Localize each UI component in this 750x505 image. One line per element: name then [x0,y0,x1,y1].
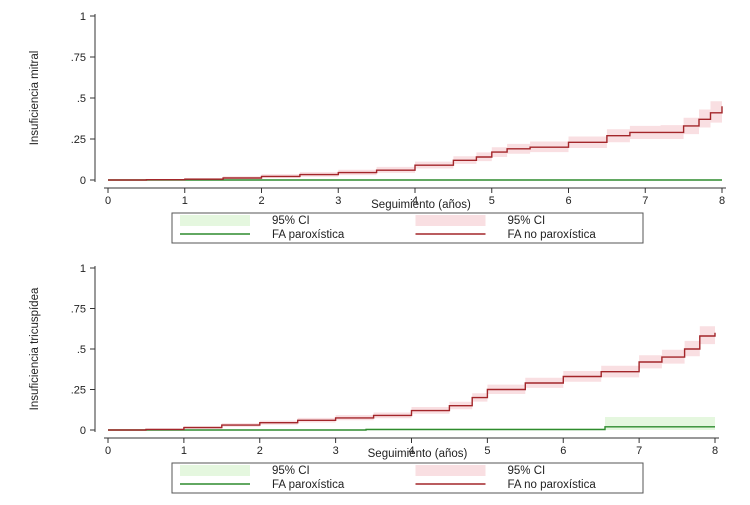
y-tick-label: 0 [80,425,86,437]
legend-label: 95% CI [272,465,310,477]
chart-panel-1: 0 .25 .5 .75 1 0 1 2 3 4 5 6 7 8 Seguimiento (años) Ins… [29,11,726,244]
legend-swatch-band [180,465,250,476]
x-axis-title: Seguimiento (años) [368,448,468,460]
x-tick-label: 1 [182,195,188,207]
x-tick-label: 8 [712,445,718,457]
legend: 95% CI 95% CI FA paroxística FA no paroxíst… [171,462,644,494]
x-axis-title: Seguimiento (años) [371,199,471,211]
legend-box [171,462,644,494]
x-tick-label: 0 [105,195,111,207]
x-tick-label: 2 [257,445,263,457]
x-tick-label: 6 [560,445,566,457]
x-tick-label: 0 [105,445,111,457]
x-tick-label: 7 [642,195,648,207]
x-tick-label: 3 [335,195,341,207]
legend-label: 95% CI [508,215,546,227]
x-tick-label: 5 [484,445,490,457]
y-axis-title: Insuficiencia tricuspídea [29,287,41,410]
ci-band-fa-no-paroxistica [108,93,722,180]
x-tick-label: 6 [565,195,571,207]
legend-label: FA paroxística [272,229,345,241]
ci-band-fa-paroxistica [108,417,715,430]
legend-label: 95% CI [508,465,546,477]
x-tick-label: 4 [412,195,418,207]
y-tick-label: 1 [80,11,86,23]
x-tick-label: 2 [258,195,264,207]
y-tick-label: .5 [77,344,86,356]
chart-panel-2: 0 .25 .5 .75 1 0 1 2 3 4 5 6 7 8 Seguimiento (años) Ins… [29,263,719,494]
x-tick-label: 5 [489,195,495,207]
legend-box [171,212,644,244]
legend-label: 95% CI [272,215,310,227]
x-tick-label: 3 [333,445,339,457]
y-tick-label: .5 [77,93,86,105]
legend: 95% CI 95% CI FA paroxística FA no paroxíst… [171,212,644,244]
legend-swatch-band [415,465,486,476]
legend-swatch-band [415,215,486,226]
x-tick-label: 8 [719,195,725,207]
x-tick-label: 1 [181,445,187,457]
y-tick-label: .75 [71,304,86,316]
legend-label: FA paroxística [272,479,345,491]
x-tick-label: 7 [636,445,642,457]
x-tick-label: 4 [408,445,414,457]
y-tick-label: 1 [80,263,86,275]
legend-label: FA no paroxística [508,229,597,241]
series-line-fa-no-paroxistica [108,332,716,431]
legend-label: FA no paroxística [508,479,597,491]
legend-swatch-band [180,215,250,226]
y-tick-label: .25 [71,134,86,146]
series-line-fa-paroxistica [108,426,715,431]
y-tick-label: 0 [80,175,86,187]
y-axis-title: Insuficiencia mitral [29,51,41,146]
series-line-fa-no-paroxistica [108,106,723,181]
ci-band-fa-no-paroxistica [108,321,715,430]
y-tick-label: .25 [71,385,86,397]
y-tick-label: .75 [71,52,86,64]
